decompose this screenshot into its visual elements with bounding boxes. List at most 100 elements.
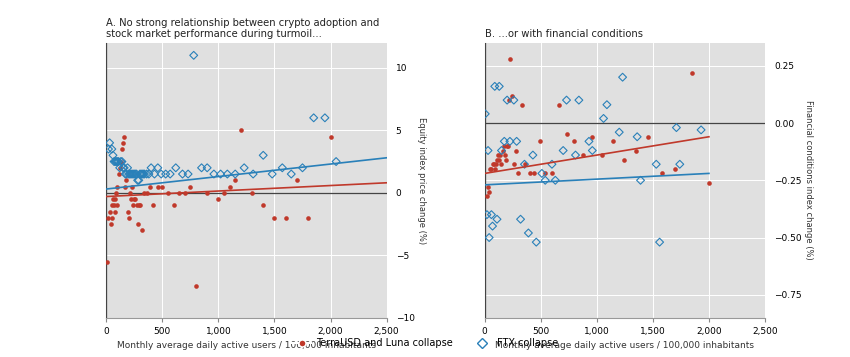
Point — [586, 148, 599, 154]
Point — [526, 152, 540, 158]
Point — [509, 148, 523, 154]
Point — [116, 140, 130, 146]
Point — [176, 171, 190, 177]
Point — [490, 157, 504, 162]
Point — [122, 215, 135, 221]
Point — [600, 102, 614, 107]
Point — [125, 183, 139, 189]
Point — [285, 171, 298, 177]
Point — [124, 196, 138, 202]
Point — [518, 161, 531, 167]
Point — [290, 177, 303, 183]
Point — [673, 161, 687, 167]
Point — [481, 184, 495, 190]
Point — [123, 190, 137, 196]
Point — [613, 129, 626, 135]
Point — [109, 159, 122, 164]
Point — [518, 161, 532, 167]
Point — [103, 140, 116, 146]
Point — [237, 165, 251, 171]
Point — [113, 165, 127, 171]
Point — [488, 84, 502, 89]
Point — [156, 183, 169, 189]
Point — [212, 196, 225, 202]
Point — [130, 171, 144, 177]
Point — [125, 171, 139, 177]
Point — [173, 190, 186, 196]
Point — [655, 171, 669, 176]
Point — [480, 212, 494, 217]
Point — [586, 134, 599, 140]
Point — [512, 171, 525, 176]
Point — [190, 283, 203, 289]
Point — [201, 190, 214, 196]
Point — [105, 202, 119, 208]
Point — [560, 132, 574, 137]
Point — [484, 166, 497, 172]
Point — [120, 171, 133, 177]
Point — [307, 115, 320, 121]
Point — [100, 27, 114, 33]
Point — [642, 134, 655, 140]
Point — [496, 148, 509, 154]
Point — [324, 134, 337, 139]
Point — [127, 202, 140, 208]
Point — [507, 161, 521, 167]
Point — [102, 215, 116, 221]
Point — [106, 152, 120, 158]
Point — [220, 171, 234, 177]
Point — [245, 190, 258, 196]
Point — [502, 143, 515, 149]
Point — [134, 171, 148, 177]
Point — [482, 189, 496, 195]
Point — [144, 165, 158, 171]
Point — [494, 152, 507, 158]
Point — [481, 148, 495, 154]
Point — [480, 193, 494, 199]
Point — [137, 171, 150, 177]
Point — [685, 70, 699, 75]
Point — [132, 202, 145, 208]
Point — [116, 165, 130, 171]
Point — [535, 171, 548, 176]
Point — [491, 152, 505, 158]
Point — [501, 143, 514, 149]
Point — [201, 165, 214, 171]
Point — [148, 171, 162, 177]
Point — [538, 171, 552, 176]
Point — [105, 215, 119, 221]
Point — [135, 171, 149, 177]
Point — [195, 165, 208, 171]
Point — [112, 159, 126, 164]
Point — [495, 161, 508, 167]
Point — [128, 196, 141, 202]
Point — [159, 171, 173, 177]
Point — [569, 152, 582, 158]
Point — [568, 139, 581, 144]
Point — [572, 97, 586, 103]
Point — [265, 171, 279, 177]
Point — [497, 139, 511, 144]
Point — [138, 190, 151, 196]
Point — [503, 139, 517, 144]
Point — [597, 116, 610, 121]
Point — [103, 208, 116, 214]
Point — [301, 215, 314, 221]
Point — [229, 171, 242, 177]
Point — [100, 258, 114, 264]
Point — [162, 190, 175, 196]
Point — [124, 171, 138, 177]
Point — [489, 161, 502, 167]
Point — [163, 171, 177, 177]
Point — [497, 143, 511, 149]
Point — [649, 161, 663, 167]
Point — [121, 208, 134, 214]
Point — [131, 177, 145, 183]
Point — [484, 166, 498, 172]
Point — [504, 56, 518, 62]
Point — [114, 159, 128, 164]
Point — [102, 146, 116, 152]
Point — [107, 202, 121, 208]
Point — [207, 171, 221, 177]
Y-axis label: Financial conditions index change (%): Financial conditions index change (%) — [804, 100, 813, 260]
